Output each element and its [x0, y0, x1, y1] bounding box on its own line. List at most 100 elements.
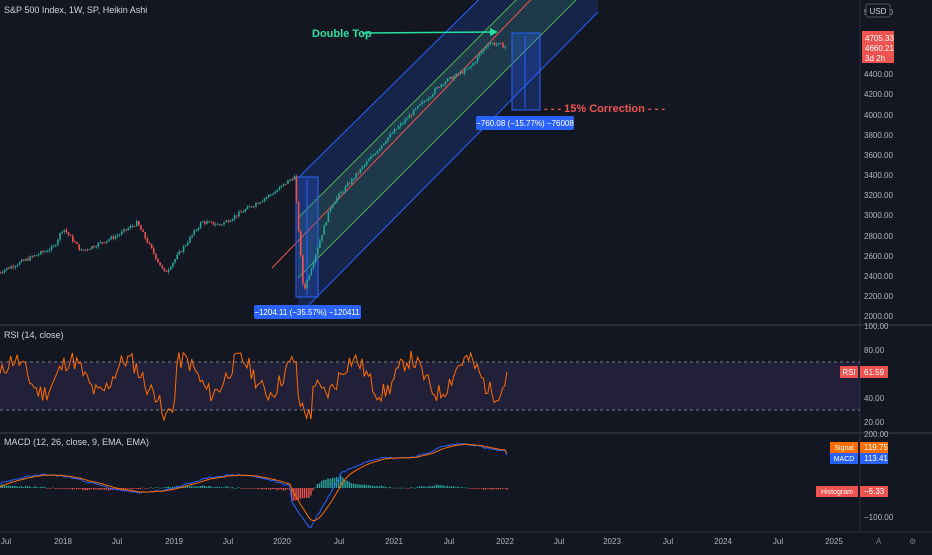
candle-body[interactable]: [89, 248, 91, 250]
candle-body[interactable]: [478, 53, 481, 57]
candle-body[interactable]: [455, 73, 457, 77]
candle-body[interactable]: [316, 247, 319, 255]
candle-body[interactable]: [208, 221, 210, 223]
candle-body[interactable]: [97, 242, 100, 247]
candle-body[interactable]: [400, 123, 402, 127]
candle-body[interactable]: [199, 222, 202, 228]
candle-body[interactable]: [150, 243, 153, 249]
candle-body[interactable]: [267, 194, 270, 198]
candle-body[interactable]: [289, 179, 291, 181]
signal-line[interactable]: [0, 443, 508, 522]
candle-body[interactable]: [167, 269, 170, 273]
candle-body[interactable]: [285, 183, 287, 185]
candle-body[interactable]: [52, 246, 55, 248]
candles-group[interactable]: [0, 41, 506, 290]
candle-body[interactable]: [446, 78, 449, 82]
candle-body[interactable]: [434, 88, 436, 94]
price-axis[interactable]: 5000.004400.004200.004000.003800.003600.…: [864, 8, 893, 321]
candle-body[interactable]: [69, 234, 72, 236]
candle-body[interactable]: [412, 109, 415, 116]
candle-body[interactable]: [359, 168, 362, 174]
candle-body[interactable]: [84, 249, 87, 251]
candle-body[interactable]: [385, 141, 387, 144]
candle-body[interactable]: [227, 220, 230, 222]
candle-body[interactable]: [197, 227, 200, 230]
candle-body[interactable]: [103, 242, 106, 244]
candle-body[interactable]: [76, 242, 78, 245]
candle-body[interactable]: [421, 101, 423, 105]
candle-body[interactable]: [248, 206, 251, 208]
candle-body[interactable]: [498, 42, 500, 45]
settings-gear-icon[interactable]: ⚙: [909, 537, 916, 546]
candle-body[interactable]: [223, 222, 225, 225]
candle-body[interactable]: [54, 244, 57, 247]
candle-body[interactable]: [108, 239, 110, 241]
candle-body[interactable]: [95, 246, 98, 248]
candle-body[interactable]: [357, 173, 360, 175]
candle-body[interactable]: [169, 266, 172, 270]
candle-body[interactable]: [265, 197, 268, 199]
candle-body[interactable]: [178, 251, 181, 255]
candle-body[interactable]: [157, 258, 159, 263]
candle-body[interactable]: [161, 265, 164, 268]
candle-body[interactable]: [1, 272, 4, 274]
candle-body[interactable]: [127, 228, 129, 231]
candle-body[interactable]: [391, 133, 394, 135]
candle-body[interactable]: [500, 42, 502, 44]
candle-body[interactable]: [163, 267, 166, 272]
candle-body[interactable]: [329, 207, 332, 212]
candle-body[interactable]: [110, 236, 112, 240]
candle-body[interactable]: [218, 223, 221, 225]
candle-body[interactable]: [238, 211, 240, 217]
candle-body[interactable]: [436, 87, 438, 89]
candle-body[interactable]: [333, 201, 336, 205]
candle-body[interactable]: [380, 145, 383, 149]
candle-body[interactable]: [442, 84, 445, 86]
candle-body[interactable]: [495, 44, 498, 46]
candle-body[interactable]: [419, 104, 421, 106]
candle-body[interactable]: [214, 224, 217, 226]
candle-body[interactable]: [193, 230, 196, 235]
candle-body[interactable]: [438, 87, 440, 89]
candle-body[interactable]: [457, 73, 460, 75]
candle-body[interactable]: [10, 266, 12, 269]
candle-body[interactable]: [14, 266, 17, 268]
candle-body[interactable]: [346, 183, 349, 187]
auto-scale-toggle[interactable]: A: [876, 537, 882, 546]
candle-body[interactable]: [74, 241, 76, 243]
candle-body[interactable]: [46, 251, 49, 253]
candle-body[interactable]: [468, 67, 470, 69]
candle-body[interactable]: [338, 193, 340, 198]
candle-body[interactable]: [440, 84, 443, 88]
candle-body[interactable]: [308, 275, 311, 281]
candle-body[interactable]: [189, 237, 191, 243]
candle-body[interactable]: [417, 105, 419, 109]
candle-body[interactable]: [274, 191, 276, 194]
candle-body[interactable]: [231, 219, 234, 221]
candle-body[interactable]: [476, 56, 479, 62]
candle-body[interactable]: [152, 248, 155, 254]
candle-body[interactable]: [504, 46, 506, 48]
candle-body[interactable]: [246, 206, 249, 210]
rsi-line[interactable]: [0, 350, 508, 422]
candle-body[interactable]: [204, 221, 206, 224]
candle-body[interactable]: [125, 229, 127, 231]
candle-body[interactable]: [310, 268, 313, 276]
candle-body[interactable]: [57, 239, 59, 245]
candle-body[interactable]: [61, 231, 63, 234]
time-axis[interactable]: Jul 2018 Jul 2019 Jul 2020 Jul 2021 Jul 2022 Jul 20…: [1, 537, 844, 546]
candle-body[interactable]: [206, 221, 208, 224]
candle-body[interactable]: [210, 221, 213, 223]
candle-body[interactable]: [404, 119, 406, 123]
candle-body[interactable]: [106, 240, 108, 243]
candle-body[interactable]: [112, 236, 115, 239]
candle-body[interactable]: [485, 46, 487, 49]
candle-body[interactable]: [212, 221, 215, 225]
candle-body[interactable]: [120, 231, 123, 235]
candle-body[interactable]: [393, 129, 396, 134]
candle-body[interactable]: [20, 259, 23, 263]
candle-body[interactable]: [236, 215, 238, 217]
candle-body[interactable]: [287, 180, 289, 184]
candle-body[interactable]: [272, 193, 274, 195]
